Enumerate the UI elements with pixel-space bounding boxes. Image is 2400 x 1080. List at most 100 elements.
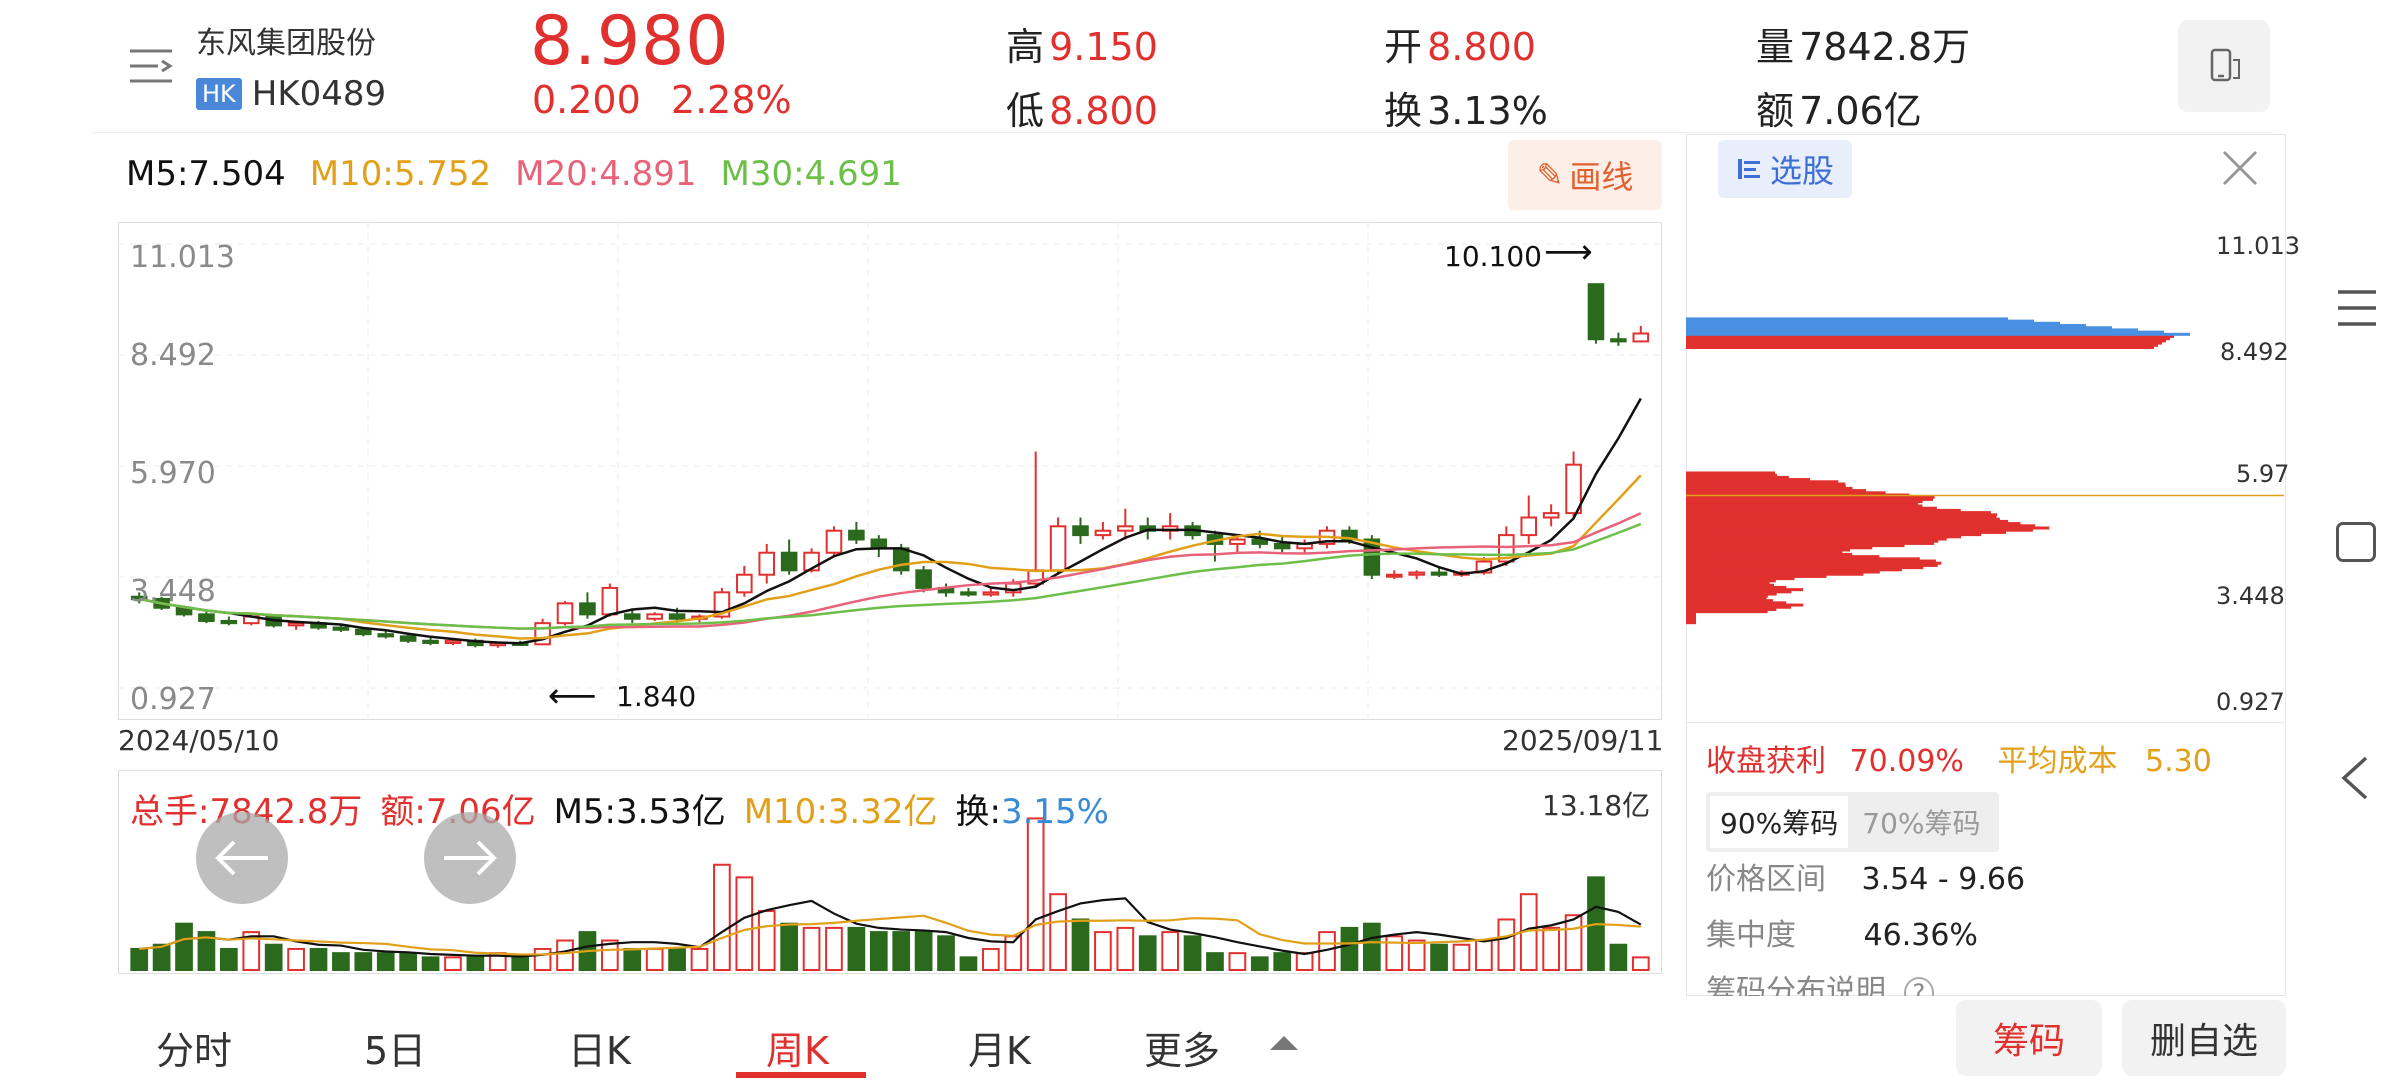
candle [399,635,417,642]
landscape-toggle-button[interactable] [2178,20,2270,112]
nav-home-icon[interactable] [2336,522,2376,562]
nav-back-icon[interactable] [2340,756,2370,800]
chip-bar [1686,515,1997,519]
candle [1430,571,1448,576]
tab-monthly-k[interactable]: 月K [968,1029,1031,1073]
volume-bar [1183,935,1202,972]
tab-5day[interactable]: 5日 [364,1029,427,1073]
close-chips-button[interactable] [2218,146,2262,190]
caret-up-icon[interactable] [1270,1036,1298,1050]
price-change-row: 0.200 2.28% [532,78,792,122]
chips-explain-link[interactable]: 筹码分布说明 ? [1706,966,1935,996]
candle [1072,525,1089,537]
chip-bar [1686,539,1939,543]
amount-label: 额 [1756,89,1795,133]
candle [870,538,888,550]
volume-bar [959,956,978,972]
chip-bar [1686,526,2050,530]
candle [355,628,372,636]
chips-divider [1686,722,2284,723]
scroll-left-button[interactable] [196,812,288,904]
volume-bar [1430,943,1448,972]
volume-bar [1385,935,1404,972]
volume-bar [847,926,866,971]
volume-bar [914,931,933,972]
list-icon [1737,159,1760,179]
y-label-4: 3.448 [130,574,216,609]
chips-tabs: 90%筹码 70%筹码 [1706,792,1999,852]
tab-fenshi[interactable]: 分时 [156,1029,233,1073]
candle [825,529,843,554]
candle [1049,525,1067,572]
volume-bar [175,922,193,971]
chips-y-label-2: 8.492 [2220,338,2289,366]
chip-bar [1686,524,2036,528]
arrow-left-icon [215,840,268,876]
candle [220,619,238,625]
volume-bar [1049,893,1067,971]
tab-daily-k[interactable]: 日K [568,1029,631,1073]
chip-bar [1686,550,1843,554]
volume-bar [444,956,462,972]
volume-bar [1542,926,1560,971]
chips-y-label-3: 5.97 [2236,460,2290,488]
candle [1542,512,1560,519]
chip-bar [1686,614,1696,618]
chip-bar [1686,537,1947,541]
chip-bar [1686,504,1923,508]
nav-menu-icon[interactable] [2336,288,2378,328]
tab-70-chips[interactable]: 70%筹码 [1862,807,1981,840]
chip-bar [1686,585,1787,589]
chips-button[interactable]: 筹码 [1956,1000,2102,1076]
kline-chart[interactable] [118,222,1662,720]
chip-bar [1686,326,2112,330]
ma10-line [138,474,1642,640]
chip-bar [1686,557,1920,561]
select-stock-button[interactable]: 选股 [1718,140,1852,198]
candle [780,551,798,572]
volume-m10-line [139,914,1641,956]
volume-bar [1497,918,1516,971]
low-marker-label: 1.840 [616,680,697,713]
volume-bar [668,947,686,972]
volume-bar [242,931,261,972]
menu-icon[interactable] [128,46,174,86]
volume-bar [1609,943,1628,972]
chip-bar [1686,535,1961,539]
volume-bar [937,935,955,972]
tab-90-chips[interactable]: 90%筹码 [1710,796,1849,848]
range-row: 价格区间 3.54 - 9.66 [1706,854,2025,898]
candle [1273,542,1291,550]
draw-line-button[interactable]: ✎ 画线 [1508,140,1662,210]
scroll-right-button[interactable] [424,812,516,904]
chip-bar [1686,491,1886,495]
candle [623,613,641,620]
volume-value: 7842.8万 [1799,25,1971,69]
low-marker-arrow: ⟵ [548,676,597,716]
volume-bar [399,952,417,972]
volume-bar [1071,918,1090,971]
candle [1587,283,1605,341]
ma30-label: M30:4.691 [720,154,902,194]
stock-code: HK0489 [251,74,387,114]
chip-bar [1686,566,1924,570]
volume-bar [1161,931,1179,972]
volume-bar [1407,939,1426,972]
chip-bar [1686,592,1777,596]
tab-weekly-k[interactable]: 周K [766,1029,829,1073]
chip-bar [1686,601,1787,605]
draw-line-label: 画线 [1569,158,1634,196]
tab-more[interactable]: 更多 [1144,1029,1221,1073]
candle [1632,332,1650,343]
chip-bar [1686,546,1873,550]
volume-chart[interactable] [118,770,1662,974]
candle [1341,529,1358,541]
volume-bar [466,956,485,972]
close-icon [2222,150,2258,186]
remove-watchlist-button[interactable]: 删自选 [2122,1000,2286,1076]
candle [1408,571,1425,576]
chip-bar [1686,570,1880,574]
low-stat: 低 8.800 [1006,80,1158,135]
chip-bar [1686,522,2021,526]
chip-bar [1686,541,1935,545]
